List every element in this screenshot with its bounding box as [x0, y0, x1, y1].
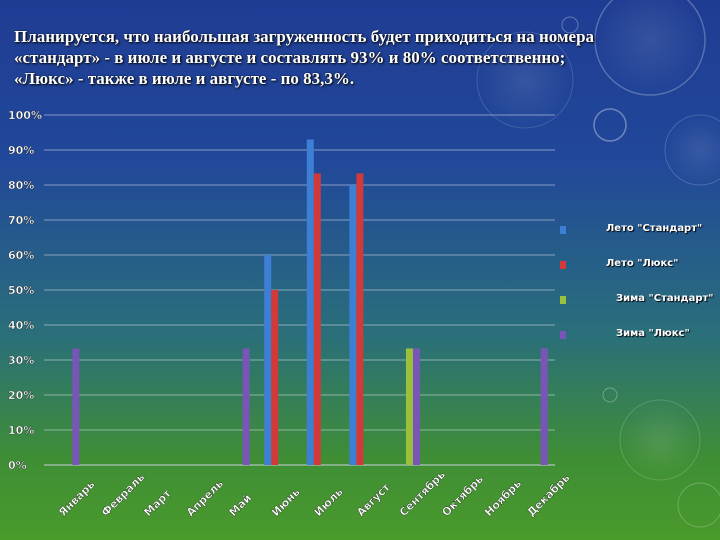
bar [271, 290, 279, 465]
slide-headline: Планируется, что наибольшая загруженност… [14, 26, 704, 89]
y-tick-label: 90% [8, 144, 34, 157]
legend-label: Зима "Люкс" [616, 328, 690, 339]
bar [356, 173, 364, 465]
x-tick-label: Март [141, 486, 174, 519]
x-tick-label: Май [227, 491, 255, 519]
bar [72, 348, 80, 465]
legend-swatch [560, 226, 566, 234]
x-tick-label: Октябрь [439, 473, 486, 520]
y-tick-label: 50% [8, 284, 34, 297]
x-tick-label: Август [354, 480, 393, 519]
bar [306, 139, 314, 465]
headline-line-2: «стандарт» - в июле и августе и составля… [14, 48, 566, 67]
y-tick-label: 70% [8, 214, 34, 227]
bar [264, 255, 272, 465]
x-tick-label: Декабрь [525, 471, 573, 519]
y-tick-label: 30% [8, 354, 34, 367]
bar [405, 348, 413, 465]
legend-swatch [560, 261, 566, 269]
y-tick-label: 80% [8, 179, 34, 192]
y-tick-label: 0% [8, 459, 27, 472]
y-tick-label: 60% [8, 249, 34, 262]
bar [540, 348, 548, 465]
x-tick-label: Апрель [184, 477, 226, 519]
y-tick-label: 40% [8, 319, 34, 332]
x-tick-label: Ноябрь [482, 477, 524, 519]
legend-swatch [560, 331, 566, 339]
bar [412, 348, 420, 465]
legend-label: Зима "Стандарт" [616, 293, 714, 304]
x-tick-label: Июнь [269, 486, 303, 520]
legend-swatch [560, 296, 566, 304]
y-tick-label: 10% [8, 424, 34, 437]
legend-label: Лето "Стандарт" [606, 223, 703, 234]
bar [313, 173, 321, 465]
headline-line-3: «Люкс» - также в июле и августе - по 83,… [14, 69, 355, 88]
x-tick-label: Январь [56, 478, 97, 519]
legend-label: Лето "Люкс" [606, 258, 679, 269]
headline-line-1: Планируется, что наибольшая загруженност… [14, 27, 595, 46]
bar [349, 185, 357, 465]
x-tick-label: Февраль [99, 471, 148, 520]
x-tick-label: Июль [312, 485, 346, 519]
y-tick-label: 20% [8, 389, 34, 402]
y-tick-label: 100% [8, 109, 42, 122]
bar [242, 348, 250, 465]
